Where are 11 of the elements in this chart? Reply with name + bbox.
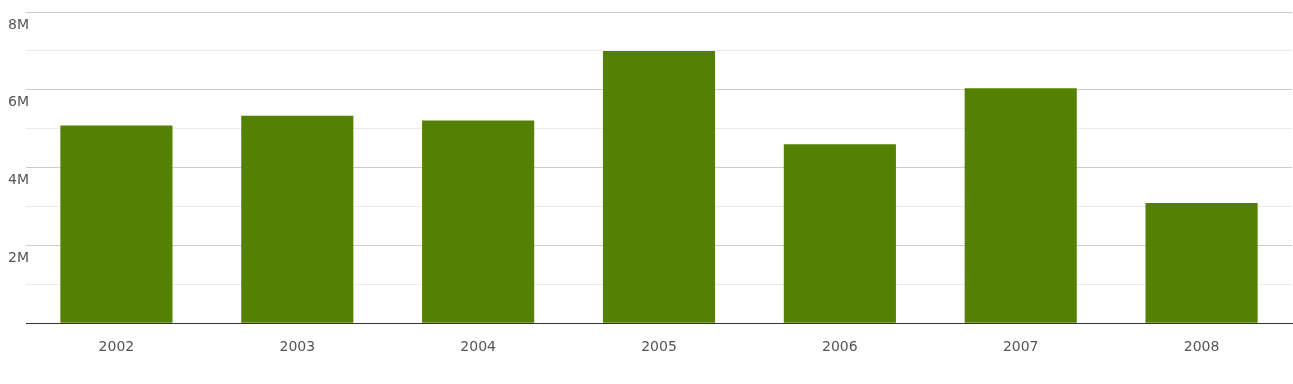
x-tick-label: 2004 [460,338,497,355]
y-tick-label: 6M [8,93,29,110]
x-tick-label: 2002 [98,338,135,355]
x-tick-label: 2003 [279,338,316,355]
x-tick-label: 2006 [822,338,858,355]
x-tick-label: 2008 [1183,338,1220,355]
x-tick-label: 2007 [1002,338,1039,355]
y-tick-label: 8M [8,15,29,32]
x-tick-label: 2005 [641,338,677,355]
y-tick-label: 4M [8,171,29,188]
y-tick-label: 2M [8,249,29,266]
